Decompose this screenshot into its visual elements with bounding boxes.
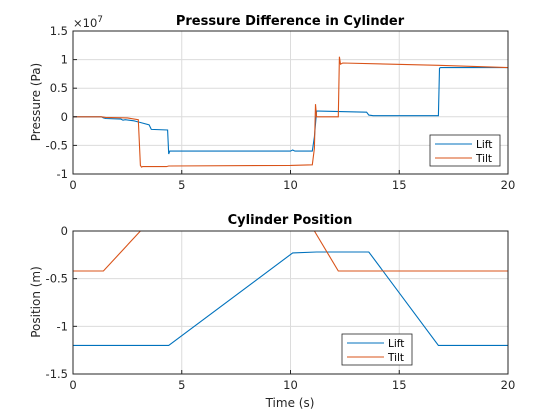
pressure-y-tick-label: 1 — [61, 53, 68, 67]
position-y-tick-label: -1.5 — [46, 367, 68, 381]
pressure-series-tilt-line — [73, 56, 509, 168]
position-y-tick-label: 0 — [61, 224, 68, 238]
pressure-y-tick-label: -1 — [57, 167, 68, 181]
pressure-x-tick-label: 5 — [178, 178, 185, 192]
position-x-tick-label: 15 — [392, 378, 407, 392]
position-chart: 0 5 10 15 20 -1.5 -1 -0.5 0 Cylinder Position Po… — [29, 213, 515, 410]
position-legend-box — [341, 333, 413, 366]
position-x-tick-label: 5 — [178, 378, 185, 392]
pressure-series-lift-line — [73, 67, 508, 155]
pressure-legend-box — [429, 134, 501, 167]
position-x-tick-label: 0 — [69, 378, 76, 392]
pressure-x-tick-label: 10 — [283, 178, 298, 192]
pressure-legend-tilt-label: Tilt — [475, 153, 492, 165]
position-x-tick-label: 20 — [501, 378, 516, 392]
pressure-y-axis-label: Pressure (Pa) — [29, 63, 43, 141]
position-x-axis-label: Time (s) — [265, 396, 315, 410]
pressure-chart: 0 5 10 15 20 -1 -0.5 0 0.5 1 1.5 Pressure Differen… — [29, 14, 515, 192]
position-chart-title: Cylinder Position — [228, 213, 353, 228]
position-y-tick-label: -0.5 — [46, 272, 68, 286]
pressure-y-tick-label: -0.5 — [46, 138, 68, 152]
pressure-x-tick-label: 20 — [501, 178, 516, 192]
pressure-tick-labels: 0 5 10 15 20 -1 -0.5 0 0.5 1 1.5 — [46, 24, 516, 192]
pressure-exponent-label: ×107 — [73, 15, 103, 30]
pressure-y-tick-label: 1.5 — [50, 24, 68, 38]
position-legend: Lift Tilt — [341, 333, 413, 366]
position-x-tick-label: 10 — [283, 378, 298, 392]
pressure-chart-title: Pressure Difference in Cylinder — [176, 14, 405, 29]
pressure-x-tick-label: 0 — [69, 178, 76, 192]
pressure-legend-lift-label: Lift — [476, 139, 492, 151]
pressure-legend: Lift Tilt — [429, 134, 501, 167]
pressure-y-tick-label: 0.5 — [50, 81, 68, 95]
position-y-tick-label: -1 — [57, 319, 68, 333]
pressure-y-tick-label: 0 — [61, 110, 68, 124]
position-series-lift-line — [73, 251, 508, 346]
position-tick-labels: 0 5 10 15 20 -1.5 -1 -0.5 0 — [46, 224, 516, 392]
position-legend-tilt-label: Tilt — [387, 352, 404, 364]
position-legend-lift-label: Lift — [388, 338, 404, 350]
position-y-axis-label: Position (m) — [29, 266, 43, 338]
pressure-series — [73, 56, 509, 168]
pressure-x-tick-label: 15 — [392, 178, 407, 192]
